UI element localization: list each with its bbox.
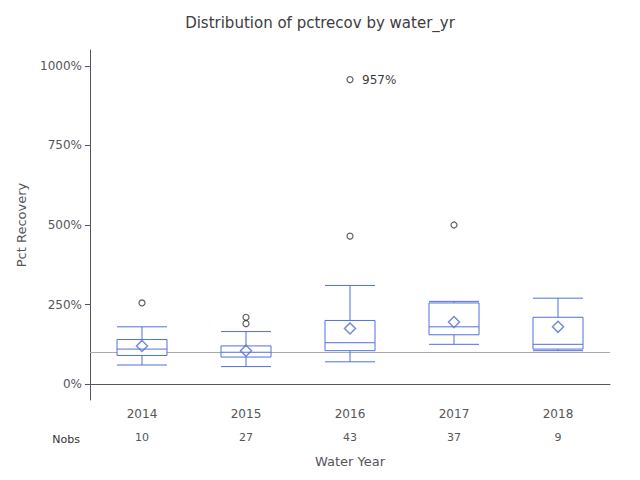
svg-text:500%: 500% — [48, 218, 82, 232]
svg-text:0%: 0% — [63, 377, 82, 391]
svg-text:Distribution of pctrecov by wa: Distribution of pctrecov by water_yr — [185, 14, 456, 33]
svg-text:957%: 957% — [362, 73, 396, 87]
svg-text:2017: 2017 — [439, 407, 470, 421]
svg-text:Pct Recovery: Pct Recovery — [14, 182, 29, 267]
svg-text:Nobs: Nobs — [52, 433, 80, 446]
svg-text:2018: 2018 — [543, 407, 574, 421]
svg-text:2014: 2014 — [127, 407, 158, 421]
svg-text:750%: 750% — [48, 138, 82, 152]
svg-text:27: 27 — [239, 431, 253, 444]
svg-text:2016: 2016 — [335, 407, 366, 421]
svg-text:Water Year: Water Year — [315, 454, 386, 469]
svg-text:1000%: 1000% — [40, 59, 82, 73]
svg-text:9: 9 — [555, 431, 562, 444]
svg-text:43: 43 — [343, 431, 357, 444]
svg-text:10: 10 — [135, 431, 149, 444]
svg-text:37: 37 — [447, 431, 461, 444]
svg-text:250%: 250% — [48, 298, 82, 312]
svg-text:2015: 2015 — [231, 407, 262, 421]
